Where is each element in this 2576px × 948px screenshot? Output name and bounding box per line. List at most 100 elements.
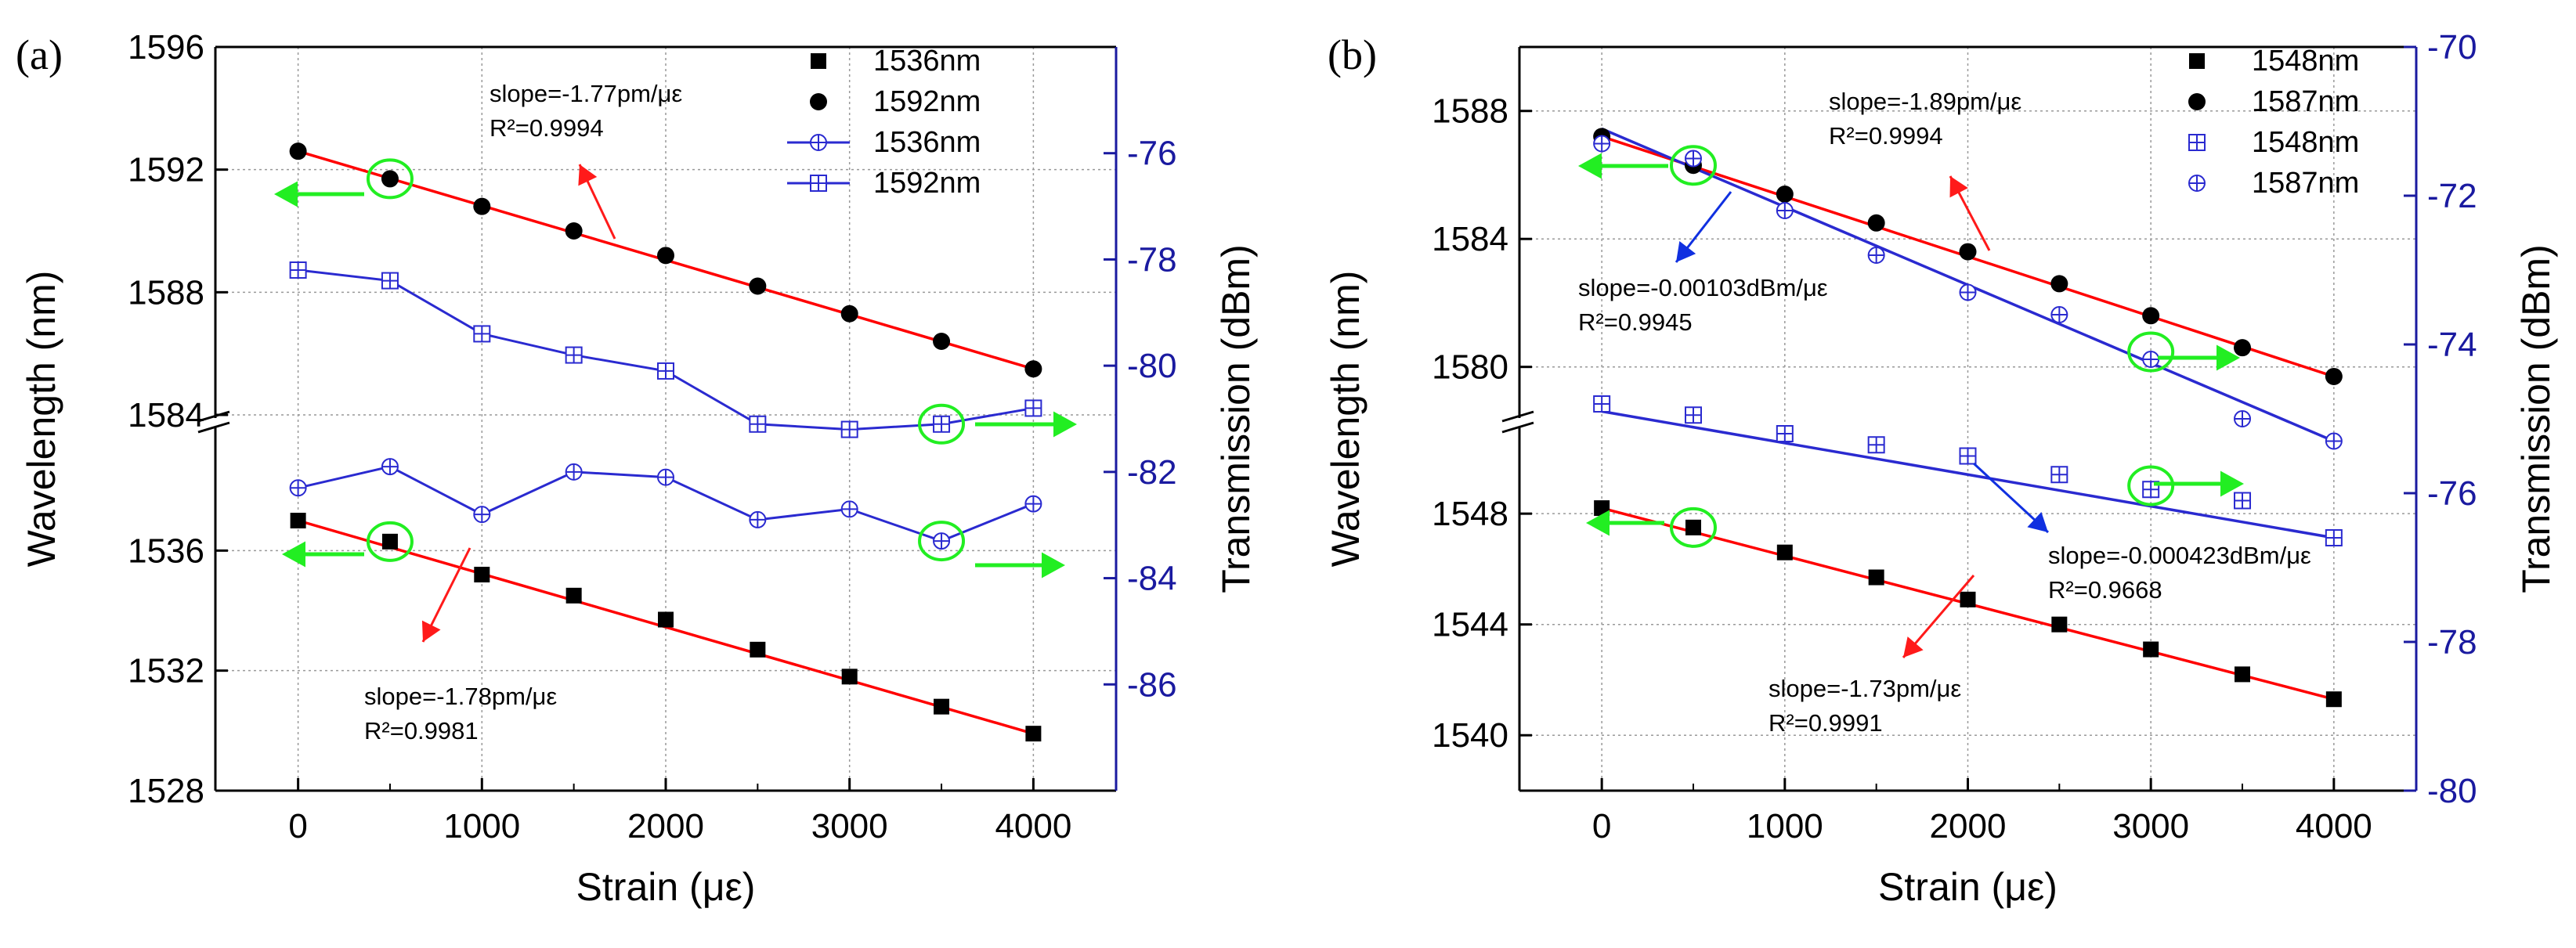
- y-tick-label: 1532: [128, 652, 204, 690]
- data-point-circle: [2142, 307, 2160, 325]
- data-point-circle-plus: [2188, 175, 2206, 192]
- x-tick-label: 2000: [627, 807, 704, 845]
- annotation-arrow-head: [1676, 240, 1696, 262]
- data-point-square: [1685, 519, 1701, 535]
- data-point-circle-plus: [1684, 150, 1702, 168]
- axis-break-mark: [197, 421, 230, 434]
- data-point-square-plus: [2234, 492, 2252, 510]
- data-point-square-plus: [1593, 395, 1611, 413]
- data-point-square-plus: [1959, 447, 1977, 465]
- y2-axis-title: Transmission (dBm): [2514, 244, 2558, 593]
- legend-label: 1548nm: [2252, 45, 2359, 77]
- data-point-circle: [1024, 360, 1042, 378]
- data-point-square-plus: [840, 420, 858, 438]
- grid: [1519, 47, 2416, 791]
- y2-tick-label: -78: [1127, 240, 1177, 279]
- chart-panel-a: 0 1000 2000 3000 4000 1584 1588 1592 1596 1528 153…: [16, 28, 1258, 909]
- axis-indicator-arrow: [2154, 470, 2244, 497]
- data-point-circle: [565, 222, 583, 240]
- axis-indicator-arrow: [1586, 510, 1664, 536]
- data-point-circle: [2050, 275, 2068, 293]
- data-point-square: [2143, 641, 2159, 658]
- legend-item: 1592nm: [787, 167, 981, 200]
- y-axis-title: Wavelength (nm): [1324, 271, 1367, 568]
- legend-label: 1587nm: [2252, 85, 2359, 118]
- slope-annotation: slope=-1.89pm/με R²=0.9994: [1829, 88, 2021, 251]
- data-point-square: [1960, 591, 1976, 607]
- slope-annotation: slope=-1.78pm/με R²=0.9981: [364, 547, 557, 744]
- data-point-circle-plus: [933, 532, 951, 550]
- data-point-square: [2189, 53, 2205, 69]
- data-point-circle-plus: [1776, 202, 1794, 219]
- data-point-square-plus: [657, 362, 674, 380]
- axis-indicator-arrow: [975, 411, 1077, 438]
- data-point-square: [934, 698, 950, 715]
- slope-text: slope=-0.000423dBm/με: [2048, 542, 2311, 569]
- r2-text: R²=0.9991: [1769, 709, 1883, 737]
- series-0: [1594, 500, 2342, 708]
- x-tick-label: 3000: [2112, 807, 2189, 845]
- y-tick-label: 1584: [1432, 220, 1508, 258]
- data-point-circle: [749, 277, 767, 295]
- series-0: [290, 513, 1042, 742]
- arrow-head: [1586, 510, 1610, 536]
- y-tick-label: 1528: [128, 772, 204, 810]
- legend-item: 1548nm: [2189, 45, 2359, 77]
- series-2: [1593, 395, 2343, 546]
- data-point-square: [750, 641, 766, 658]
- data-point-square-plus: [1684, 406, 1702, 424]
- data-point-square-plus: [381, 272, 399, 290]
- series-2: [289, 458, 1042, 550]
- slope-annotation: slope=-1.77pm/με R²=0.9994: [490, 80, 682, 240]
- x-tick-label: 0: [288, 807, 307, 845]
- legend-item: 1592nm: [810, 85, 981, 118]
- axis-indicator-arrow: [2158, 344, 2240, 371]
- data-point-square-plus: [2325, 529, 2343, 546]
- y-tick-label: 1588: [1432, 92, 1508, 131]
- y-tick-label: 1544: [1432, 606, 1508, 644]
- slope-annotation: slope=-0.000423dBm/με R²=0.9668: [1972, 462, 2311, 604]
- data-point-square: [841, 669, 858, 685]
- axis-break-mark: [197, 410, 230, 423]
- data-point-square: [2235, 666, 2251, 683]
- y-tick-label: 1536: [128, 532, 204, 570]
- data-point-circle-plus: [2050, 306, 2068, 323]
- r2-text: R²=0.9994: [490, 114, 604, 142]
- r2-text: R²=0.9994: [1829, 122, 1943, 150]
- y-axis-title: Wavelength (nm): [20, 271, 63, 568]
- y-tick-label: 1592: [128, 151, 204, 189]
- slope-text: slope=-1.77pm/με: [490, 80, 682, 107]
- data-point-square: [474, 567, 490, 582]
- x-tick-label: 4000: [995, 807, 1071, 845]
- highlight-circle: [1669, 145, 1717, 186]
- legend-label: 1548nm: [2252, 126, 2359, 159]
- x-axis-title: Strain (με): [576, 865, 756, 909]
- y-tick-label: 1588: [128, 273, 204, 312]
- data-point-square: [565, 587, 582, 604]
- legend: 1548nm 1587nm 1548nm 1587nm: [2188, 45, 2359, 200]
- arrow-head: [274, 181, 298, 207]
- data-point-square-plus: [749, 415, 767, 433]
- data-point-square: [381, 533, 398, 550]
- legend-item: 1587nm: [2188, 85, 2359, 118]
- data-point-square: [658, 611, 674, 628]
- axis-break-mark: [1501, 421, 1534, 434]
- data-point-circle-plus: [840, 500, 858, 518]
- data-point-circle-plus: [657, 468, 674, 486]
- chart-panel-b: 0 1000 2000 3000 4000 1580 1584 1588 1540 1544 154…: [1324, 28, 2558, 909]
- axis-indicator-arrow: [1578, 153, 1668, 179]
- data-point-circle-plus: [749, 510, 767, 528]
- arrow-head: [1053, 411, 1077, 438]
- data-point-circle-plus: [2234, 410, 2252, 427]
- data-point-circle: [1867, 214, 1885, 232]
- r2-text: R²=0.9668: [2048, 576, 2162, 604]
- y2-tick-label: -76: [1127, 135, 1177, 173]
- data-point-circle-plus: [381, 458, 399, 476]
- y2-axis-title: Transmission (dBm): [1214, 244, 1258, 593]
- data-point-circle-plus: [2142, 351, 2160, 368]
- highlight-circle: [1669, 506, 1717, 548]
- axis-break: [1501, 410, 1534, 434]
- data-point-square-plus: [933, 415, 951, 433]
- slope-text: slope=-1.73pm/με: [1769, 675, 1961, 702]
- data-point-square: [2051, 616, 2068, 633]
